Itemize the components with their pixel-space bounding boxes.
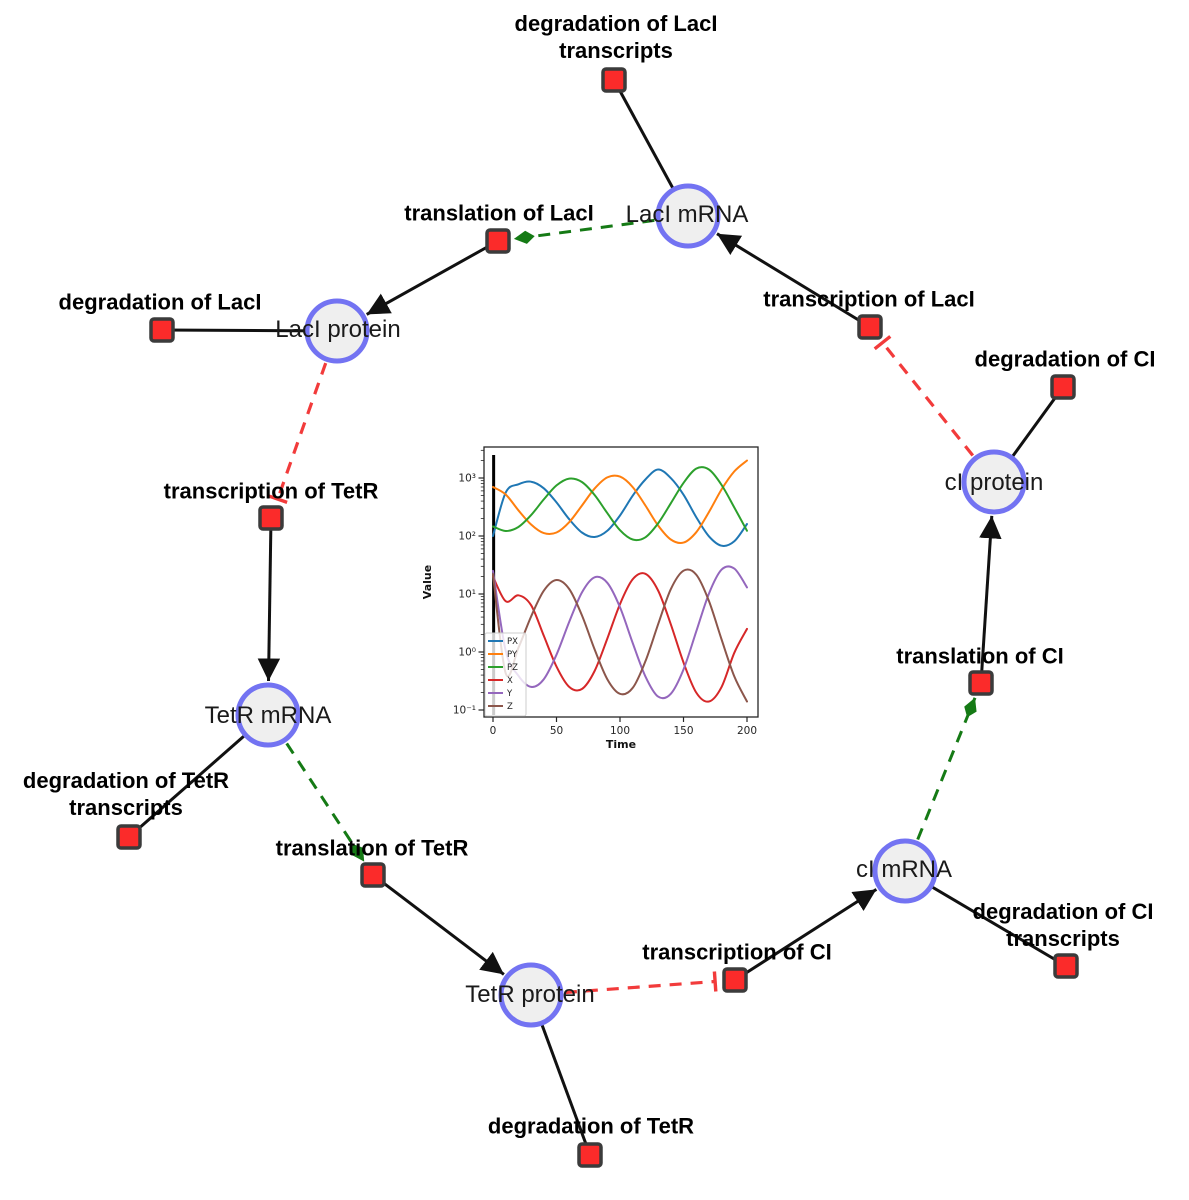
label-transcription-tetr: transcription of TetR [163, 478, 379, 504]
reaction-node-translation-tetr [360, 862, 386, 888]
inhibition-tee-transcription-laci [873, 335, 892, 351]
edge-laci-protein-inhibits-transcription-tetr [276, 362, 328, 500]
x-tick-label: 150 [673, 725, 693, 737]
y-tick-label: 10⁰ [458, 647, 476, 659]
species-node-laci-protein [304, 298, 370, 364]
chart-axes-box [483, 446, 759, 718]
label-translation-tetr: translation of TetR [275, 835, 469, 861]
series-line-PY [492, 459, 748, 545]
label-degradation-laci: degradation of LacI [58, 289, 262, 315]
label-degradation-ci: degradation of CI [974, 346, 1156, 372]
reaction-node-transcription-tetr [258, 505, 284, 531]
series-line-X [492, 572, 748, 703]
inhibition-tee-transcription-tetr [267, 494, 288, 505]
label-degradation-ci-transcripts: degradation of CI transcripts [972, 899, 1154, 951]
edge-translation-tetr-to-tetr-protein [372, 873, 505, 976]
reaction-node-degradation-tetr [577, 1142, 603, 1168]
legend-entry-PZ: PZ [507, 663, 518, 673]
edge-transcription-tetr-to-tetr-mrna [257, 517, 281, 682]
x-tick-label: 50 [550, 725, 563, 737]
series-line-Z [492, 568, 748, 703]
label-degradation-laci-transcripts: degradation of LacI transcripts [514, 11, 718, 63]
reaction-node-degradation-laci-transcripts [601, 67, 627, 93]
label-translation-ci: translation of CI [896, 643, 1064, 669]
species-node-ci-protein [961, 449, 1027, 515]
legend-entry-Z: Z [507, 702, 513, 712]
legend-entry-PX: PX [507, 637, 518, 647]
reaction-node-transcription-laci [857, 314, 883, 340]
edge-ci-mrna-activates-translation [916, 697, 977, 841]
edge-transcription-ci-to-ci-mrna [734, 888, 878, 982]
x-tick-label: 0 [490, 725, 497, 737]
edge-ci-protein-inhibits-transcription-laci [881, 341, 975, 457]
edge-tetr-mrna-activates-translation [285, 742, 366, 863]
x-tick-label: 200 [737, 725, 757, 737]
x-tick-label: 100 [610, 725, 630, 737]
label-ci-mrna: cI mRNA [856, 856, 952, 883]
species-node-tetr-protein [498, 962, 564, 1028]
edge-tetr-protein-inhibits-transcription-ci [564, 979, 716, 995]
label-ci-protein: cI protein [944, 469, 1044, 496]
reaction-node-translation-laci [485, 228, 511, 254]
chart-legend-box [484, 632, 527, 717]
species-node-ci-mrna [872, 838, 938, 904]
x-axis-label: Time [606, 738, 636, 751]
legend-entry-PY: PY [507, 650, 518, 660]
label-degradation-tetr: degradation of TetR [487, 1113, 695, 1139]
edge-laci-mrna-activates-translation [513, 218, 655, 244]
simulation-timeseries-chart: 0 50 100 150 200 10⁻¹ 10⁰ 10¹ 10² 10³ Value Time PX P… [421, 446, 759, 751]
species-node-laci-mrna [655, 183, 721, 249]
label-laci-mrna: LacI mRNA [625, 201, 749, 228]
legend-entry-Y: Y [506, 689, 513, 699]
y-tick-label: 10¹ [458, 589, 476, 601]
reaction-node-degradation-ci-transcripts [1053, 953, 1079, 979]
label-degradation-tetr-transcripts: degradation of TetR transcripts [22, 768, 230, 820]
reaction-node-degradation-ci [1050, 374, 1076, 400]
label-translation-laci: translation of LacI [404, 200, 594, 226]
y-tick-label: 10² [458, 531, 476, 543]
label-transcription-ci: transcription of CI [642, 939, 832, 965]
y-tick-label: 10³ [458, 473, 476, 485]
y-tick-label: 10⁻¹ [453, 705, 476, 717]
reaction-node-degradation-laci [149, 317, 175, 343]
species-node-tetr-mrna [235, 682, 301, 748]
label-tetr-mrna: TetR mRNA [204, 702, 332, 729]
label-laci-protein: LacI protein [275, 316, 401, 343]
reaction-node-degradation-tetr-transcripts [116, 824, 142, 850]
y-axis-label: Value [421, 565, 434, 599]
label-tetr-protein: TetR protein [465, 981, 595, 1008]
label-transcription-laci: transcription of LacI [763, 286, 975, 312]
series-line-PZ [492, 466, 748, 542]
series-line-PX [492, 468, 748, 547]
legend-entry-X: X [507, 676, 513, 686]
series-line-Y [492, 565, 748, 700]
edge-transcription-laci-to-laci-mrna [716, 232, 871, 329]
reaction-node-translation-ci [968, 670, 994, 696]
inhibition-tee-transcription-ci [712, 971, 718, 992]
edge-translation-laci-to-laci-protein [365, 239, 499, 316]
edge-translation-ci-to-ci-protein [979, 515, 1002, 684]
reaction-node-transcription-ci [722, 967, 748, 993]
